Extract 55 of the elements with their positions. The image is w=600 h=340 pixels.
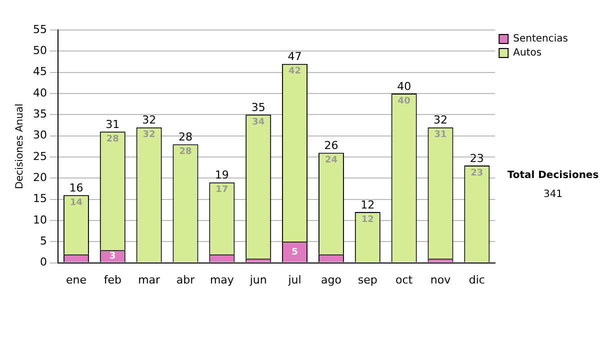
x-tick-label: ene	[66, 273, 87, 286]
total-label: 47	[288, 50, 302, 64]
total-label: 32	[142, 114, 156, 127]
y-tick-label: 35	[32, 108, 47, 121]
y-tick-label: 40	[32, 86, 47, 100]
data-label: 42	[288, 66, 302, 77]
data-label: 32	[142, 130, 156, 140]
y-tick-label: 45	[32, 65, 47, 78]
data-label: 28	[106, 134, 119, 144]
x-tick-label: ago	[320, 273, 342, 286]
y-tick-label: 50	[32, 44, 47, 58]
y-tick-label: 30	[32, 128, 47, 142]
x-tick-label: jul	[287, 273, 302, 286]
x-tick-label: dic	[468, 273, 485, 286]
total-label: 16	[69, 181, 84, 194]
total-label: 19	[214, 168, 229, 182]
y-tick-label: 20	[32, 171, 47, 184]
total-label: 40	[397, 80, 412, 93]
y-tick-label: 25	[32, 150, 47, 163]
total-label: 26	[324, 139, 338, 152]
x-tick-label: abr	[176, 273, 196, 286]
data-label: 14	[70, 198, 82, 208]
x-tick-label: may	[210, 273, 234, 286]
legend-label: Sentencias	[513, 34, 568, 45]
x-tick-label: sep	[358, 273, 378, 286]
total-label: 35	[251, 101, 266, 114]
total-label: 31	[106, 118, 120, 131]
data-label: 31	[434, 130, 447, 140]
data-label: 5	[292, 247, 298, 258]
x-tick-label: oct	[396, 273, 414, 286]
y-tick-label: 55	[32, 22, 47, 36]
data-label: 28	[179, 147, 192, 158]
text: Total Decisiones	[506, 170, 600, 181]
data-label: 17	[216, 185, 228, 196]
x-tick-label: jun	[248, 273, 267, 286]
total-label: 23	[470, 152, 484, 165]
y-tick-label: 10	[32, 213, 47, 226]
total-label: 28	[178, 130, 192, 144]
data-label: 24	[324, 156, 338, 166]
y-tick-label: 0	[40, 256, 47, 269]
data-label: 23	[470, 168, 484, 178]
x-tick-label: nov	[430, 273, 452, 286]
legend-label: Autos	[513, 48, 542, 59]
x-tick-label: mar	[138, 273, 161, 286]
data-label: 12	[361, 214, 374, 225]
data-label: 34	[252, 118, 265, 128]
total-label: 12	[360, 198, 375, 212]
data-label: 3	[110, 252, 116, 262]
x-tick-label: feb	[104, 273, 122, 286]
text: 341	[542, 189, 564, 200]
y-axis-title: Decisiones Anual	[14, 104, 26, 190]
y-tick-label: 15	[32, 192, 47, 206]
data-label: 40	[398, 96, 410, 106]
y-tick-label: 5	[40, 234, 47, 248]
total-label: 32	[433, 114, 448, 127]
